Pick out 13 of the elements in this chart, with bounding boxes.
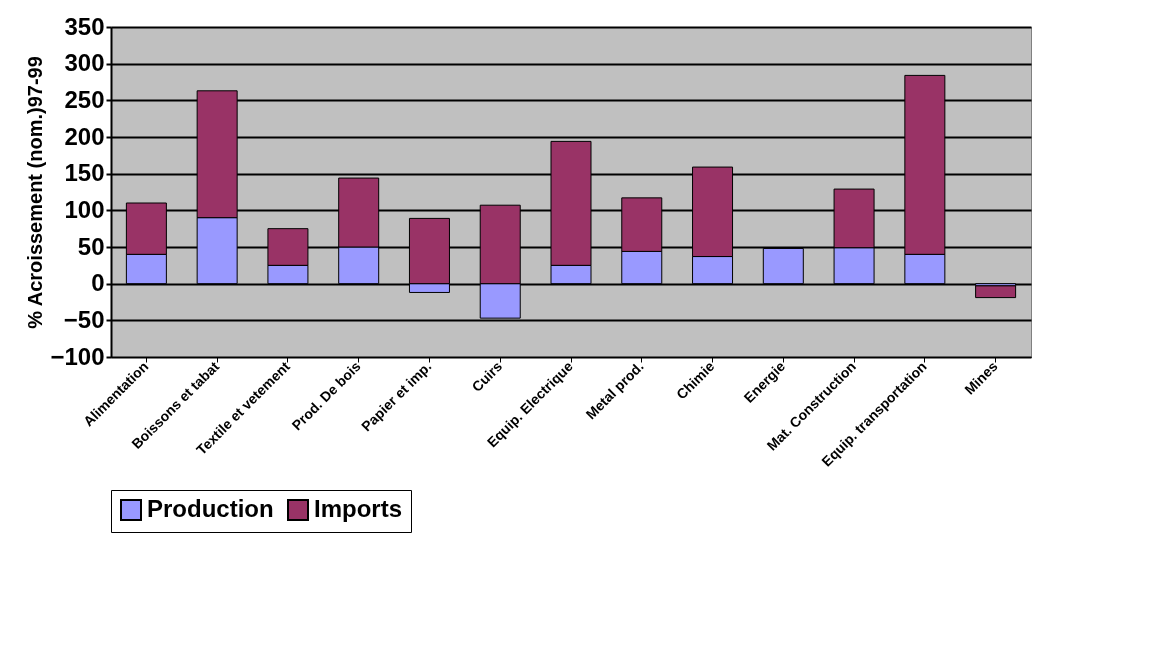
legend-label: Imports (314, 495, 403, 522)
y-tick-label: 100 (64, 195, 105, 223)
y-axis-title: % Acroissement (nom.)97-99 (24, 56, 47, 329)
y-tick-label: 200 (64, 122, 105, 150)
y-tick-label: 300 (64, 49, 105, 77)
y-tick-label: 50 (77, 232, 105, 260)
y-tick-label: −50 (63, 305, 105, 333)
y-tick-label: −100 (50, 342, 105, 370)
y-tick-label: 150 (64, 159, 105, 187)
y-tick-label: 0 (91, 269, 105, 297)
legend-label: Production (147, 495, 274, 522)
y-tick-label: 250 (64, 85, 105, 113)
y-tick-label: 350 (64, 12, 105, 40)
